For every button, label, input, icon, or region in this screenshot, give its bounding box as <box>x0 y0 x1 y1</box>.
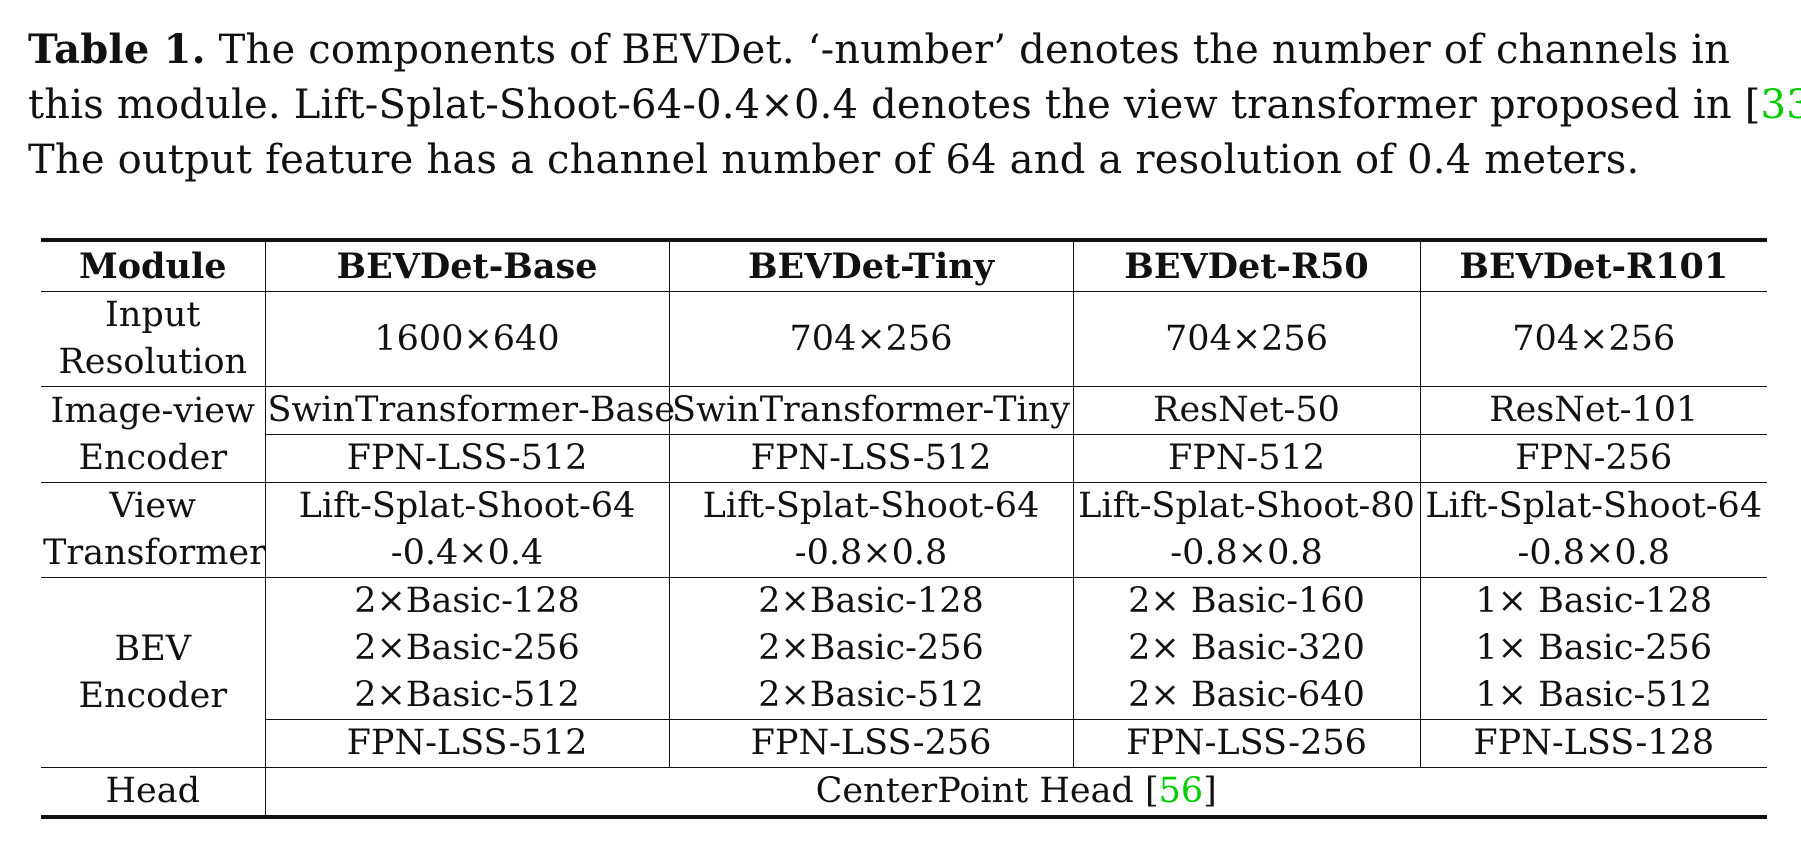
module-cell: View Transformer <box>41 482 266 578</box>
table-cell: FPN-512 <box>1072 434 1421 483</box>
table-cell: FPN-LSS-256 <box>1072 719 1421 768</box>
table-row-input-resolution: Input Resolution 1600×640 704×256 704×25… <box>41 291 1767 387</box>
table-cell: 704×256 <box>1072 291 1421 387</box>
table-row-image-view-encoder-backbone: Image-view Encoder SwinTransformer-Base … <box>41 386 1767 483</box>
cell-line: 1× Basic-512 <box>1475 675 1713 715</box>
caption-label: Table 1. <box>28 26 206 73</box>
table-cell: SwinTransformer-Base <box>264 386 675 435</box>
cell-line: -0.8×0.8 <box>794 533 948 573</box>
table-cell: ResNet-50 <box>1072 386 1421 435</box>
cell-line: -0.4×0.4 <box>390 533 544 573</box>
table-row-image-view-encoder-neck: FPN-LSS-512 FPN-LSS-512 FPN-512 FPN-256 <box>41 434 1767 483</box>
table-row-bev-encoder-blocks: BEV Encoder 2×Basic-128 2×Basic-256 2×Ba… <box>41 577 1767 768</box>
components-table-container: Module BEVDet-Base BEVDet-Tiny BEVDet-R5… <box>41 238 1767 819</box>
module-label: Transformer <box>43 533 266 573</box>
cell-line: 1× Basic-256 <box>1475 628 1713 668</box>
table-cell: FPN-LSS-512 <box>265 719 670 768</box>
cell-line: 2×Basic-256 <box>354 628 580 668</box>
table-cell: 2× Basic-160 2× Basic-320 2× Basic-640 <box>1072 577 1421 720</box>
cell-line: 1× Basic-128 <box>1475 581 1713 621</box>
header-cell: BEVDet-Tiny <box>668 240 1074 292</box>
header-cell: BEVDet-Base <box>264 240 670 292</box>
header-row: Module BEVDet-Base BEVDet-Tiny BEVDet-R5… <box>41 240 1767 292</box>
table-cell: 1× Basic-128 1× Basic-256 1× Basic-512 <box>1419 577 1767 720</box>
module-label: View <box>109 486 197 526</box>
table-cell: FPN-LSS-512 <box>265 434 670 483</box>
table-cell: Lift-Splat-Shoot-64 -0.4×0.4 <box>264 482 670 578</box>
cell-text: CenterPoint Head [ <box>815 771 1159 811</box>
table-cell: Lift-Splat-Shoot-64 -0.8×0.8 <box>1419 482 1767 578</box>
table-cell: FPN-256 <box>1419 434 1767 483</box>
module-label: Encoder <box>78 675 228 716</box>
cell-line: 2×Basic-128 <box>758 581 984 621</box>
table-row-bev-encoder-neck: FPN-LSS-512 FPN-LSS-256 FPN-LSS-256 FPN-… <box>41 719 1767 768</box>
table-cell: Lift-Splat-Shoot-64 -0.8×0.8 <box>668 482 1074 578</box>
caption-text: The components of BEVDet. ‘-number’ deno… <box>205 27 1731 73</box>
table-caption: Table 1. The components of BEVDet. ‘-num… <box>28 22 1801 188</box>
cell-line: -0.8×0.8 <box>1517 533 1670 573</box>
table-row-head: Head CenterPoint Head [56] <box>41 767 1767 817</box>
cell-text: ] <box>1203 771 1217 811</box>
module-label: Resolution <box>58 342 248 382</box>
cell-line: 2×Basic-256 <box>758 628 984 668</box>
header-cell: BEVDet-R50 <box>1072 240 1421 292</box>
head-cell: CenterPoint Head [56] <box>264 767 1767 817</box>
cell-line: 2× Basic-640 <box>1128 675 1365 715</box>
cell-line: 2×Basic-512 <box>354 675 580 715</box>
components-table: Module BEVDet-Base BEVDet-Tiny BEVDet-R5… <box>41 238 1767 819</box>
cell-line: Lift-Splat-Shoot-64 <box>298 486 636 526</box>
table-cell: 704×256 <box>1419 291 1767 387</box>
module-label: Image-view <box>50 390 255 431</box>
table-cell: 2×Basic-128 2×Basic-256 2×Basic-512 <box>668 577 1074 720</box>
module-cell: BEV Encoder <box>41 577 266 768</box>
caption-line-3: The output feature has a channel number … <box>28 137 1640 183</box>
cell-line: 2× Basic-320 <box>1128 628 1365 668</box>
header-cell: BEVDet-R101 <box>1419 240 1767 292</box>
cell-line: 2×Basic-128 <box>354 581 580 621</box>
table-row-view-transformer: View Transformer Lift-Splat-Shoot-64 -0.… <box>41 482 1767 578</box>
cell-line: Lift-Splat-Shoot-64 <box>702 486 1040 526</box>
module-label: BEV <box>114 628 192 669</box>
table-cell: Lift-Splat-Shoot-80 -0.8×0.8 <box>1072 482 1421 578</box>
table-cell: FPN-LSS-256 <box>668 719 1074 768</box>
module-cell: Input Resolution <box>41 291 266 387</box>
table-cell: FPN-LSS-512 <box>668 434 1074 483</box>
table-cell: ResNet-101 <box>1419 386 1767 435</box>
table-cell: 1600×640 <box>264 291 670 387</box>
caption-text: this module. Lift-Splat-Shoot-64-0.4×0.4… <box>28 82 1761 128</box>
cell-line: 2×Basic-512 <box>758 675 984 715</box>
header-cell: Module <box>41 240 266 292</box>
citation-link[interactable]: 33 <box>1760 82 1801 128</box>
caption-line-2: this module. Lift-Splat-Shoot-64-0.4×0.4… <box>28 78 1801 133</box>
table-cell: 704×256 <box>668 291 1074 387</box>
table-cell: FPN-LSS-128 <box>1419 719 1767 768</box>
module-cell: Head <box>41 767 266 817</box>
citation-link[interactable]: 56 <box>1158 771 1204 811</box>
module-label: Encoder <box>78 437 228 478</box>
caption-line-1: Table 1. The components of BEVDet. ‘-num… <box>28 22 1778 78</box>
module-label: Input <box>105 295 201 335</box>
module-cell: Image-view Encoder <box>41 386 266 483</box>
cell-line: Lift-Splat-Shoot-80 <box>1078 486 1415 526</box>
cell-line: 2× Basic-160 <box>1128 581 1365 621</box>
cell-line: Lift-Splat-Shoot-64 <box>1425 486 1763 526</box>
table-cell: 2×Basic-128 2×Basic-256 2×Basic-512 <box>264 577 670 720</box>
cell-line: -0.8×0.8 <box>1170 533 1323 573</box>
table-cell: SwinTransformer-Tiny <box>668 386 1074 435</box>
